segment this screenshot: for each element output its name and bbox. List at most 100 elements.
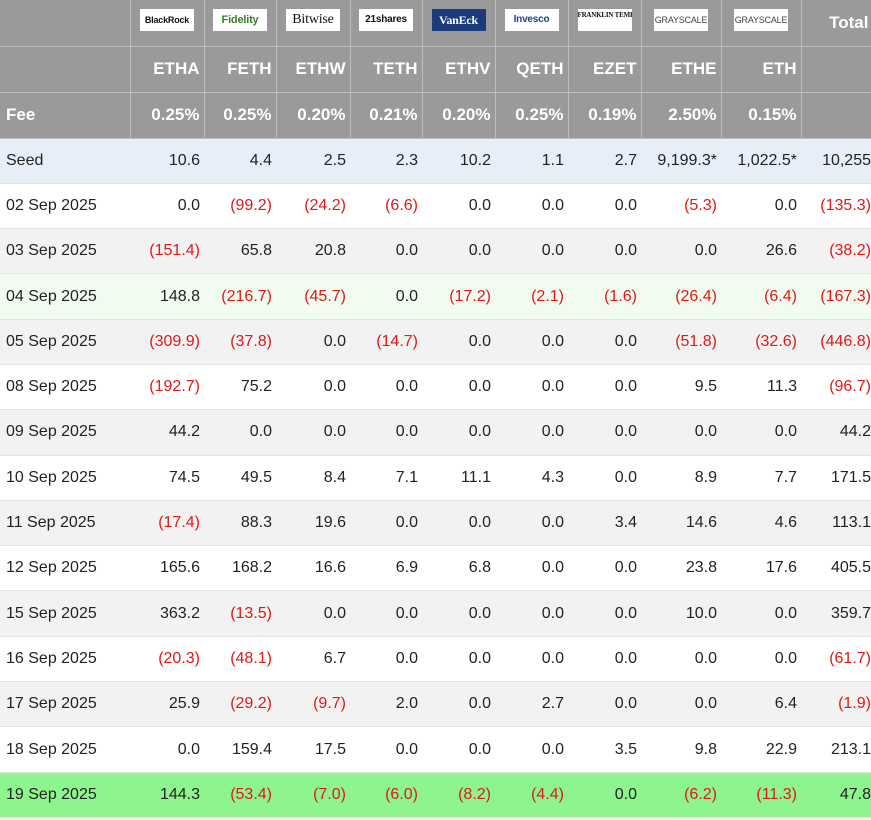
flow-cell: (1.6)	[568, 273, 641, 320]
fee-row: Fee 0.25% 0.25% 0.20% 0.21% 0.20% 0.25% …	[0, 92, 871, 139]
flow-cell: 0.0	[350, 409, 422, 456]
flow-cell: 0.0	[422, 183, 495, 230]
ticker-cell: FETH	[204, 46, 277, 93]
fee-cell: 2.50%	[641, 92, 722, 139]
ticker-total-cell	[801, 46, 871, 93]
flow-cell: 148.8	[130, 273, 204, 320]
flow-cell: 0.0	[276, 590, 350, 637]
flow-cell: 0.0	[495, 590, 568, 637]
table-row: 10 Sep 2025 74.5 49.5 8.4 7.1 11.1 4.3 0.0 8.9 7.…	[0, 455, 871, 501]
flow-cell: 0.0	[422, 500, 495, 547]
flow-cell: 1,022.5*	[721, 138, 801, 184]
flow-cell: 0.0	[568, 455, 641, 501]
flow-cell: 0.0	[350, 590, 422, 637]
flow-cell: 65.8	[204, 228, 276, 275]
row-date: 11 Sep 2025	[0, 500, 130, 547]
row-total-cell: 10,255	[801, 138, 871, 184]
flow-cell: 2.0	[350, 681, 422, 728]
table-row: 02 Sep 2025 0.0 (99.2) (24.2) (6.6) 0.0 0.0 0.0…	[0, 183, 871, 230]
flow-cell: 4.4	[204, 138, 276, 184]
issuer-logo-row: BlackRock Fidelity Bitwise 21shares VanE…	[0, 0, 871, 47]
flow-cell: 0.0	[721, 636, 801, 683]
flow-cell: 0.0	[276, 364, 350, 411]
flow-cell: 0.0	[568, 681, 641, 728]
flow-cell: 0.0	[422, 364, 495, 411]
flow-cell: 363.2	[130, 590, 204, 637]
flow-cell: 0.0	[568, 636, 641, 683]
flow-cell: 2.7	[495, 681, 568, 728]
table-row: 17 Sep 2025 25.9 (29.2) (9.7) 2.0 0.0 2.7 0.0 0.…	[0, 681, 871, 728]
table-row: Seed 10.6 4.4 2.5 2.3 10.2 1.1 2.7 9,199.3* 1,022…	[0, 138, 871, 184]
ticker-row-label	[0, 46, 131, 93]
flow-cell: 159.4	[204, 726, 276, 773]
table-row: 19 Sep 2025 144.3 (53.4) (7.0) (6.0) (8.2) (4.…	[0, 772, 871, 818]
flow-cell: 0.0	[568, 409, 641, 456]
flow-cell: 6.8	[422, 545, 495, 592]
flow-cell: 0.0	[568, 364, 641, 411]
flow-cell: (14.7)	[350, 319, 422, 365]
flow-cell: (48.1)	[204, 636, 276, 683]
flow-cell: 0.0	[350, 228, 422, 275]
row-total-cell: (167.3)	[801, 273, 871, 320]
flow-cell: 17.5	[276, 726, 350, 773]
flow-cell: 10.6	[130, 138, 204, 184]
ticker-cell: ETHV	[422, 46, 496, 93]
flow-cell: 0.0	[641, 636, 721, 683]
flow-cell: 0.0	[495, 364, 568, 411]
flow-cell: 0.0	[568, 772, 641, 818]
flow-cell: 8.9	[641, 455, 721, 501]
row-total-cell: 213.1	[801, 726, 871, 773]
flow-cell: 20.8	[276, 228, 350, 275]
flow-cell: 0.0	[422, 636, 495, 683]
flow-cell: (8.2)	[422, 772, 495, 818]
row-date: Seed	[0, 138, 130, 184]
flow-cell: 165.6	[130, 545, 204, 592]
flow-cell: (53.4)	[204, 772, 276, 818]
ticker-cell: EZET	[568, 46, 642, 93]
fidelity-logo: Fidelity	[213, 9, 267, 32]
daily-flows-body: Seed 10.6 4.4 2.5 2.3 10.2 1.1 2.7 9,199.3* 1,022…	[0, 138, 871, 818]
flow-cell: (11.3)	[721, 772, 801, 818]
ticker-row: ETHA FETH ETHW TETH ETHV QETH EZET ETHE …	[0, 46, 871, 93]
row-total-cell: 359.7	[801, 590, 871, 637]
row-date: 10 Sep 2025	[0, 455, 130, 501]
issuer-logo-cell: Fidelity	[204, 0, 277, 47]
ticker-cell: ETHE	[641, 46, 722, 93]
table-row: 11 Sep 2025 (17.4) 88.3 19.6 0.0 0.0 0.0 3.4 14.…	[0, 500, 871, 547]
flow-cell: 0.0	[422, 228, 495, 275]
ticker-cell: QETH	[495, 46, 569, 93]
flow-cell: (7.0)	[276, 772, 350, 818]
fee-cell: 0.20%	[422, 92, 496, 139]
flow-cell: (151.4)	[130, 228, 204, 275]
fee-label: Fee	[0, 92, 131, 139]
flow-cell: 0.0	[495, 319, 568, 365]
table-row: 03 Sep 2025 (151.4) 65.8 20.8 0.0 0.0 0.0 0.0 0.…	[0, 228, 871, 275]
flow-cell: (51.8)	[641, 319, 721, 365]
flow-cell: 25.9	[130, 681, 204, 728]
flow-cell: 0.0	[568, 545, 641, 592]
flow-cell: (4.4)	[495, 772, 568, 818]
row-total-cell: (135.3)	[801, 183, 871, 230]
flow-cell: 7.1	[350, 455, 422, 501]
total-header: Total	[801, 0, 871, 47]
row-total-cell: 405.5	[801, 545, 871, 592]
issuer-logo-cell: GRAYSCALE	[641, 0, 722, 47]
flow-cell: 0.0	[641, 409, 721, 456]
flow-cell: 3.4	[568, 500, 641, 547]
flow-cell: 74.5	[130, 455, 204, 501]
row-date: 05 Sep 2025	[0, 319, 130, 365]
21shares-logo: 21shares	[359, 9, 413, 32]
row-date: 17 Sep 2025	[0, 681, 130, 728]
row-date: 03 Sep 2025	[0, 228, 130, 275]
fee-cell: 0.19%	[568, 92, 642, 139]
vaneck-logo: VanEck	[431, 9, 486, 32]
flow-cell: 0.0	[568, 228, 641, 275]
flow-cell: (6.2)	[641, 772, 721, 818]
flow-cell: (9.7)	[276, 681, 350, 728]
flow-cell: 0.0	[422, 319, 495, 365]
flow-cell: 0.0	[350, 636, 422, 683]
ticker-cell: TETH	[350, 46, 423, 93]
flow-cell: (17.4)	[130, 500, 204, 547]
flow-cell: 0.0	[495, 726, 568, 773]
